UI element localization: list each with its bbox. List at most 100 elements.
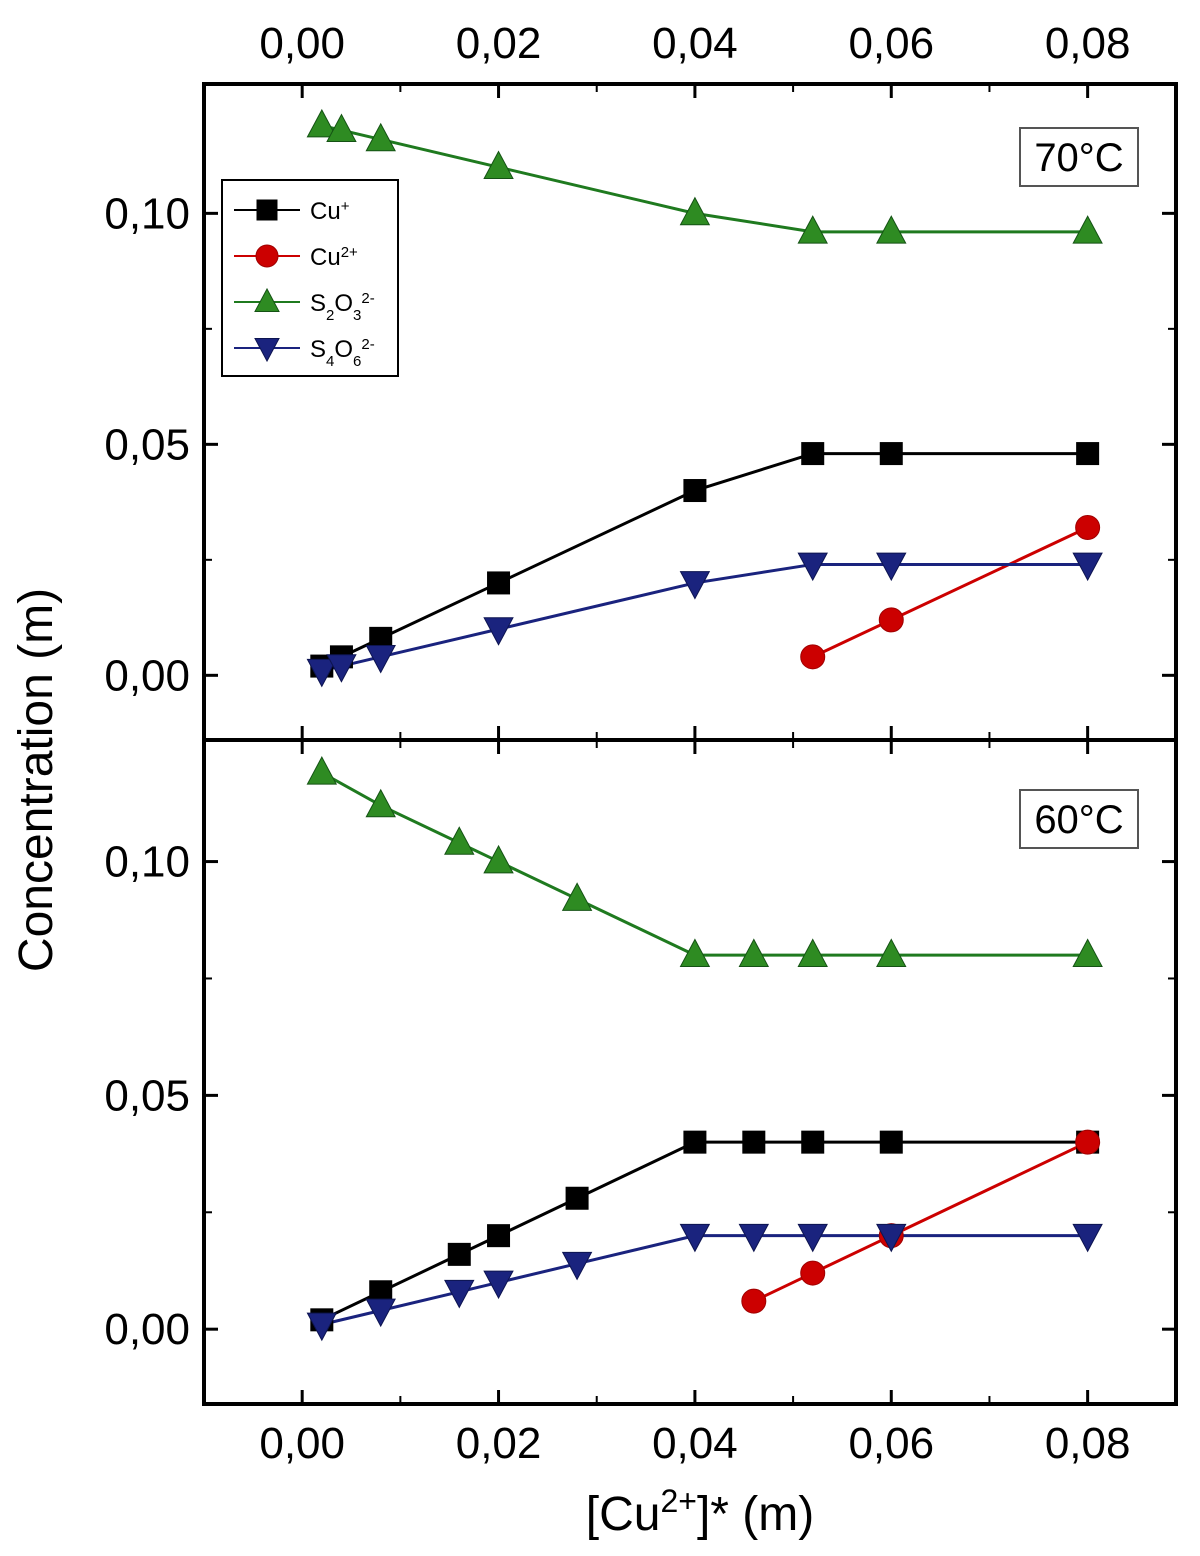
bottom-x-tick-label: 0,08 [1045,1419,1131,1468]
data-point-triangle-up [1072,938,1103,967]
temperature-label-box [1019,127,1139,187]
data-point-triangle-down [797,1223,828,1253]
data-point-triangle-up [326,113,357,143]
data-point-square [1076,442,1100,466]
data-point-triangle-up [306,756,338,785]
legend-marker-triangle-up [254,287,280,312]
data-point-triangle-down [876,1223,907,1253]
data-point-triangle-up [797,215,828,244]
bottom-x-tick-label: 0,04 [652,1419,738,1468]
legend-label: S4O62- [310,336,375,370]
temperature-label-box [1019,789,1139,849]
data-point-square [447,1242,471,1266]
legend-label: S2O32- [310,290,375,324]
panels-layer: 0,00 0,05 0,10 70°C 0,00 0,05 0,10 60°C [104,82,1178,1406]
data-point-triangle-up [365,788,396,818]
legend-label: Cu2+ [310,244,358,272]
data-point-triangle-down [444,1279,475,1309]
data-point-triangle-up [876,938,907,967]
data-point-triangle-up [306,108,338,138]
x-axis-title-rest: ]* (m) [697,1488,814,1541]
x-axis-title-main: [Cu [586,1488,661,1541]
y-tick-label: 0,10 [104,838,190,887]
series-line-circle [812,526,1089,659]
panel-frame [202,738,1178,1406]
y-tick-label: 0,00 [104,1305,190,1354]
series-line-triangle-down [321,1234,1088,1326]
data-point-triangle-down [797,552,828,582]
data-point-circle [1075,514,1101,540]
y-tick-label: 0,10 [104,189,190,238]
legend-label: Cu+ [310,198,350,226]
temperature-label: 70°C [1034,136,1123,180]
y-tick-label: 0,05 [104,420,190,469]
data-point-triangle-up [483,844,514,874]
top-x-tick-label: 0,08 [1045,19,1131,68]
data-point-triangle-up [679,938,711,967]
data-point-triangle-up [444,826,475,855]
data-point-square [742,1130,766,1154]
data-point-triangle-down [1072,552,1103,582]
data-point-circle [800,1260,826,1286]
data-point-circle [878,607,904,633]
data-point-triangle-down [679,571,711,600]
data-point-square [801,442,825,466]
data-point-triangle-up [738,938,770,967]
legend-marker-square [256,199,278,221]
bottom-x-tick-label: 0,06 [848,1419,934,1468]
data-point-triangle-down [1072,1223,1103,1253]
data-point-triangle-down [306,658,338,688]
data-point-triangle-up [1072,215,1103,244]
top-x-tick-label: 0,04 [652,19,738,68]
y-tick-label: 0,05 [104,1071,190,1120]
data-point-square [683,1130,707,1154]
data-point-triangle-down [326,654,357,683]
data-point-triangle-up [876,215,907,244]
data-point-triangle-down [365,1298,396,1328]
data-point-triangle-up [483,150,514,179]
legend: Cu+ Cu2+ S2O32- S4O62- [221,179,399,377]
x-axis-title: [Cu2+]* (m) [586,1483,815,1541]
data-point-triangle-down [738,1223,770,1253]
data-point-triangle-down [679,1223,711,1253]
top-x-tick-label: 0,00 [259,19,345,68]
series-line-square [321,1140,1088,1322]
y-tick-label: 0,00 [104,651,190,700]
panel-2: 0,00 0,05 0,10 60°C [104,738,1178,1406]
y-axis-title: Concentration (m) [10,588,63,972]
data-point-circle [1075,1129,1101,1155]
data-point-circle [800,644,826,670]
top-x-tick-label: 0,02 [456,19,542,68]
data-point-triangle-down [365,645,396,674]
data-point-square [487,1224,511,1248]
data-point-triangle-down [483,1270,514,1300]
legend-marker-circle [255,244,279,268]
data-point-triangle-up [561,882,593,911]
series-line-triangle-up [321,771,1088,957]
x-axis-title-sup: 2+ [660,1483,696,1519]
data-point-square [801,1130,825,1154]
data-point-square [879,442,903,466]
top-x-tick-label: 0,06 [848,19,934,68]
data-point-triangle-down [561,1251,593,1281]
panel-1: 0,00 0,05 0,10 70°C [104,82,1178,742]
bottom-x-tick-label: 0,00 [259,1419,345,1468]
legend-box [221,179,399,377]
series-line-circle [753,1140,1089,1303]
bottom-x-tick-label: 0,02 [456,1419,542,1468]
data-point-square [487,571,511,595]
data-point-triangle-up [797,938,828,967]
data-point-triangle-down [876,552,907,582]
data-point-square [565,1186,589,1210]
temperature-label: 60°C [1034,798,1123,842]
bottom-x-axis: 0,00 0,02 0,04 0,06 0,08 [259,1419,1130,1468]
top-x-axis: 0,00 0,02 0,04 0,06 0,08 [259,19,1130,68]
data-point-square [879,1130,903,1154]
data-point-circle [741,1288,767,1314]
data-point-triangle-down [306,1312,338,1342]
data-point-triangle-up [365,122,396,152]
legend-marker-triangle-down [254,338,280,363]
data-point-triangle-down [483,617,514,646]
data-point-triangle-up [679,196,711,226]
